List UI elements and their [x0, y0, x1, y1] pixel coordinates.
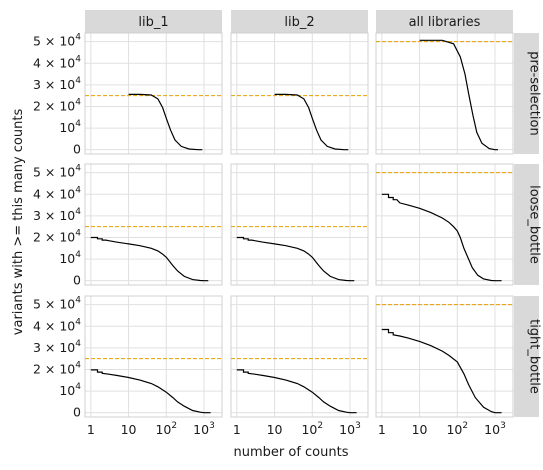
x-tick-label: 103 — [484, 421, 506, 437]
y-axis-title: variants with >= this many counts — [11, 109, 26, 336]
x-tick-label: 103 — [339, 421, 361, 437]
y-tick-label: 5 × 104 — [33, 164, 81, 180]
row-strip — [514, 296, 539, 417]
y-tick-label: 3 × 104 — [33, 76, 81, 92]
row-strip-label: loose_bottle — [527, 185, 542, 264]
y-tick-label: 3 × 104 — [33, 207, 81, 223]
row-strip-label: pre-selection — [527, 51, 542, 135]
series-line — [90, 369, 211, 414]
y-tick-label: 4 × 104 — [33, 185, 81, 201]
x-tick-label: 103 — [193, 421, 215, 437]
column-strip — [376, 10, 513, 33]
panel-border — [84, 32, 223, 155]
column-strip-label: lib_2 — [284, 15, 314, 30]
y-tick-label: 0 — [73, 142, 81, 157]
y-tick-label: 5 × 104 — [33, 296, 81, 312]
y-tick-label: 2 × 104 — [33, 360, 81, 376]
x-tick-label: 102 — [301, 421, 323, 437]
y-tick-label: 0 — [73, 273, 81, 288]
column-strip — [85, 10, 222, 33]
panel-border — [375, 32, 514, 155]
column-strip-label: lib_1 — [138, 15, 168, 30]
row-strip-label: tight_bottle — [527, 319, 542, 394]
y-tick-label: 2 × 104 — [33, 97, 81, 113]
x-tick-label: 10 — [412, 422, 428, 437]
y-tick-label: 5 × 104 — [33, 33, 81, 49]
panel-border — [84, 295, 223, 418]
x-tick-label: 102 — [446, 421, 468, 437]
series-line — [381, 328, 502, 414]
panel-border — [230, 32, 369, 155]
series-line — [274, 93, 349, 151]
x-tick-label: 10 — [121, 422, 137, 437]
series-line — [236, 236, 355, 282]
x-tick-label: 10 — [267, 422, 283, 437]
x-tick-label: 1 — [87, 422, 95, 437]
series-line — [128, 93, 203, 151]
panel-border — [84, 163, 223, 286]
series-line — [419, 39, 498, 151]
y-tick-label: 0 — [73, 405, 81, 420]
panel-border — [375, 295, 514, 418]
y-tick-label: 4 × 104 — [33, 317, 81, 333]
x-tick-label: 1 — [378, 422, 386, 437]
x-tick-label: 102 — [155, 421, 177, 437]
series-line — [236, 369, 357, 414]
y-tick-label: 2 × 104 — [33, 228, 81, 244]
x-tick-label: 1 — [233, 422, 241, 437]
series-line — [90, 236, 209, 282]
panel-border — [230, 163, 369, 286]
column-strip — [231, 10, 368, 33]
row-strip — [514, 33, 539, 154]
x-axis-title: number of counts — [234, 445, 349, 460]
y-tick-label: 104 — [59, 250, 81, 266]
panel-border — [230, 295, 369, 418]
column-strip-label: all libraries — [409, 15, 481, 30]
row-strip — [514, 164, 539, 285]
y-tick-label: 104 — [59, 119, 81, 135]
series-line — [381, 193, 502, 282]
y-tick-label: 4 × 104 — [33, 54, 81, 70]
y-tick-label: 3 × 104 — [33, 339, 81, 355]
panel-border — [375, 163, 514, 286]
y-tick-label: 104 — [59, 382, 81, 398]
